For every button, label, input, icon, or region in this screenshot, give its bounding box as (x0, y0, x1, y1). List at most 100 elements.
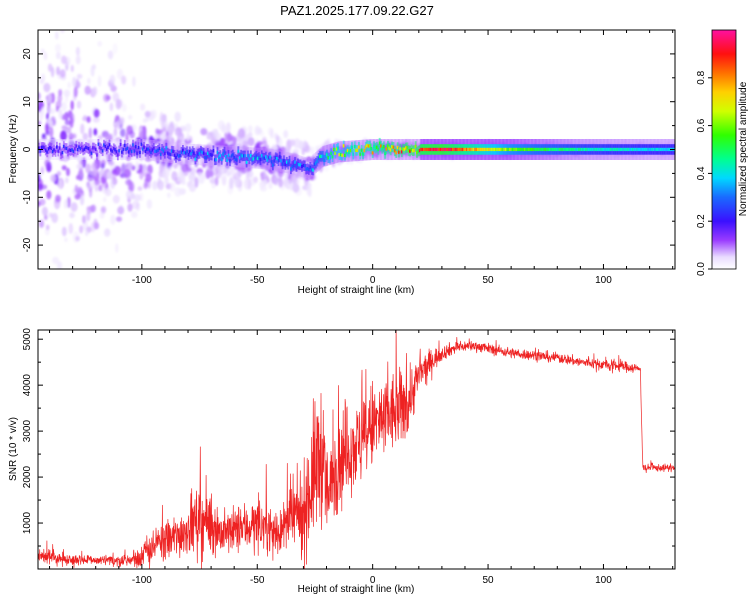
spectrogram-cell (103, 197, 107, 202)
ridge-core (256, 156, 259, 161)
ridge-core (600, 147, 603, 152)
spectrogram-cell (235, 170, 242, 180)
ridge-core (255, 154, 258, 158)
ridge-core (301, 164, 304, 169)
spectrogram-cell (76, 73, 83, 79)
spectrogram-cell (61, 165, 67, 171)
ridge-core (144, 149, 147, 153)
ridge-core (297, 162, 299, 166)
spectrogram-cell (72, 133, 77, 139)
spectrogram-cell (70, 202, 78, 212)
ridge-core (651, 147, 654, 152)
ridge-core (62, 144, 65, 149)
spectrogram-ridge (38, 137, 675, 180)
y-tick-label: 4000 (22, 374, 33, 397)
spectrogram-cell (86, 116, 91, 123)
ridge-core (420, 147, 423, 152)
ridge-core (72, 149, 75, 153)
ridge-core (49, 145, 52, 150)
spectrogram-cell (78, 167, 83, 177)
ridge-core (306, 167, 309, 171)
spectrogram-cell (131, 192, 135, 200)
ridge-core (245, 160, 248, 164)
ridge-core (405, 146, 407, 150)
ridge-core (478, 147, 481, 152)
ridge-core (402, 147, 405, 151)
ridge-core (648, 147, 651, 152)
ridge-core (445, 147, 448, 152)
colorbar-tick-label: 0.8 (696, 70, 707, 84)
ridge-core (483, 147, 486, 152)
ridge-core (118, 149, 121, 153)
ridge-core (614, 147, 617, 152)
spectrogram-cell (119, 173, 127, 179)
spectrogram-cell (38, 219, 45, 228)
ridge-core (425, 147, 428, 152)
spectrogram-cell (85, 163, 91, 174)
spectrogram-y-axis-label: Frequency (Hz) (8, 115, 19, 184)
ridge-core (387, 144, 389, 148)
ridge-core (148, 149, 151, 153)
ridge-core (555, 147, 558, 152)
spectrogram-cell (277, 167, 285, 174)
ridge-core (627, 147, 630, 152)
ridge-core (629, 147, 632, 152)
spectrogram-cell (52, 256, 60, 265)
colorbar-label: Normalized spectral amplitude (738, 81, 749, 216)
ridge-core (378, 141, 381, 145)
ridge-core (46, 150, 49, 154)
spectrogram-cell (75, 236, 80, 242)
ridge-core (105, 147, 108, 151)
ridge-core (236, 158, 238, 162)
ridge-core (506, 147, 509, 152)
spectrogram-cell (289, 139, 296, 147)
ridge-core (187, 153, 190, 157)
ridge-halo (342, 141, 345, 163)
spectrogram-cell (318, 161, 325, 166)
ridge-core (460, 147, 463, 152)
spectrogram-cell (170, 137, 175, 147)
ridge-core (299, 163, 302, 167)
spectrogram-cell (84, 230, 89, 237)
ridge-core (208, 154, 211, 158)
ridge-core (159, 152, 162, 156)
spectrogram-cell (170, 121, 174, 129)
ridge-core (536, 147, 539, 152)
ridge-core (251, 158, 254, 162)
spectrogram-cell (66, 196, 71, 209)
spectrogram-cell (323, 140, 331, 151)
spectrogram-cell (97, 41, 103, 47)
ridge-core (564, 147, 567, 152)
ridge-core (134, 145, 137, 149)
ridge-core (155, 149, 158, 153)
spectrogram-cell (40, 166, 45, 174)
ridge-core (317, 156, 320, 160)
ridge-core (439, 147, 442, 152)
ridge-core (222, 152, 225, 156)
spectrogram-cell (157, 129, 164, 135)
ridge-core (488, 147, 491, 152)
ridge-core (348, 150, 351, 154)
ridge-core (125, 147, 128, 151)
ridge-core (231, 153, 234, 157)
spectrogram-cell (40, 106, 45, 116)
spectrogram-x-ticks: -100 -50 0 50 100 (49, 30, 674, 286)
ridge-core (558, 147, 561, 152)
ridge-core (152, 146, 155, 150)
ridge-core (461, 147, 464, 152)
ridge-core (86, 146, 89, 150)
ridge-core (269, 155, 272, 159)
spectrogram-cell (69, 116, 74, 129)
ridge-core (263, 156, 266, 160)
spectrogram-cell (273, 175, 278, 186)
ridge-core (38, 146, 40, 150)
ridge-core (353, 144, 356, 149)
ridge-core (136, 151, 139, 155)
x-tick-label: 0 (370, 575, 376, 586)
ridge-core (486, 147, 489, 152)
spectrogram-cell (56, 261, 63, 269)
ridge-core (654, 147, 657, 152)
spectrogram-cell (50, 66, 55, 78)
ridge-core (522, 147, 525, 152)
ridge-core (57, 149, 60, 153)
